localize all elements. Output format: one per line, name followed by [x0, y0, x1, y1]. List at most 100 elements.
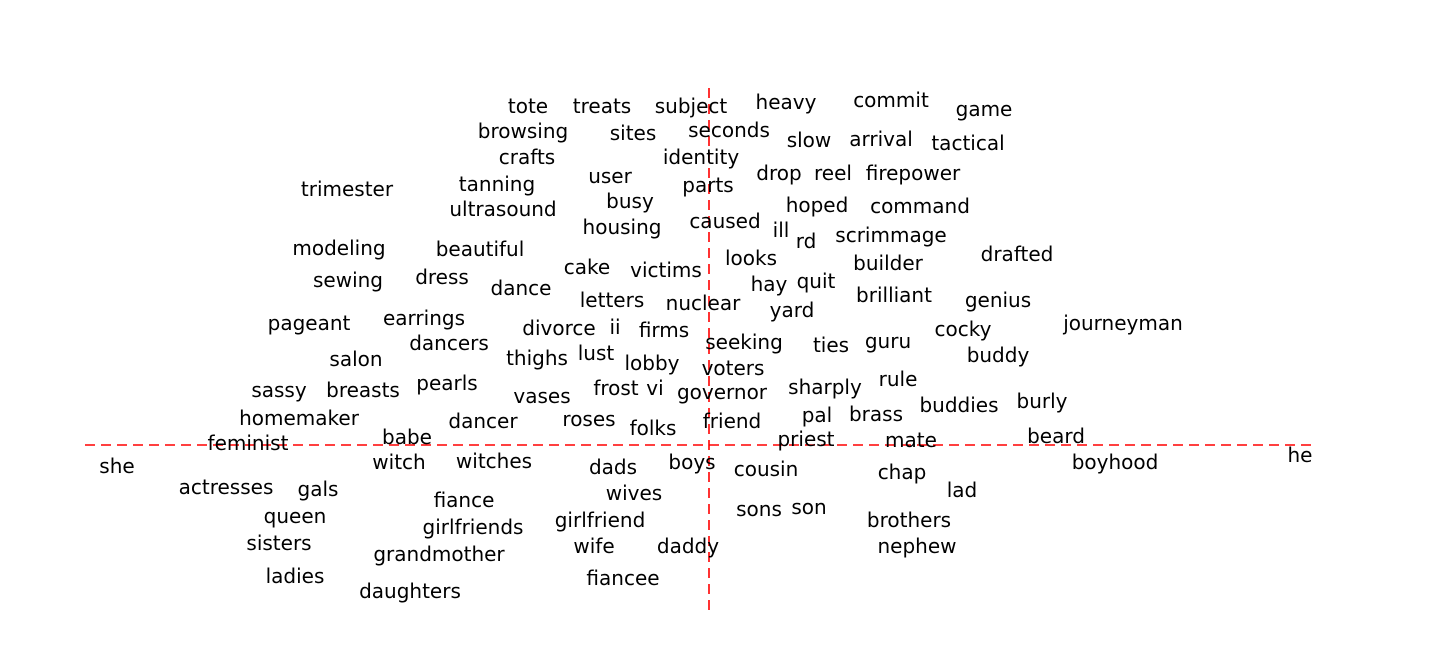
word-label-seconds: seconds	[688, 118, 770, 142]
word-label-daddy: daddy	[657, 534, 719, 558]
word-label-priest: priest	[777, 427, 834, 451]
word-label-fiance: fiance	[434, 488, 495, 512]
word-label-hay: hay	[751, 272, 788, 296]
word-label-genius: genius	[965, 288, 1031, 312]
word-label-sons: sons	[736, 497, 782, 521]
word-label-witches: witches	[456, 449, 532, 473]
word-label-brass: brass	[849, 402, 903, 426]
word-label-journeyman: journeyman	[1062, 311, 1183, 335]
word-label-caused: caused	[689, 209, 760, 233]
word-label-governor: governor	[677, 380, 768, 404]
word-label-witch: witch	[372, 450, 425, 474]
word-label-treats: treats	[573, 94, 631, 118]
word-label-tanning: tanning	[459, 172, 535, 196]
word-label-friend: friend	[703, 409, 762, 433]
word-label-lad: lad	[947, 478, 978, 502]
word-label-tactical: tactical	[931, 131, 1004, 155]
word-label-chap: chap	[878, 460, 927, 484]
word-label-command: command	[870, 194, 970, 218]
word-label-fiancee: fiancee	[586, 566, 659, 590]
word-label-drop: drop	[756, 161, 801, 185]
word-label-crafts: crafts	[499, 145, 555, 169]
word-label-drafted: drafted	[981, 242, 1054, 266]
word-label-dads: dads	[589, 455, 637, 479]
word-label-trimester: trimester	[301, 177, 394, 201]
word-label-frost: frost	[593, 376, 638, 400]
word-label-buddy: buddy	[967, 343, 1030, 367]
word-label-folks: folks	[630, 416, 677, 440]
word-label-feminist: feminist	[208, 431, 289, 455]
word-label-sewing: sewing	[313, 268, 383, 292]
word-label-victims: victims	[630, 258, 702, 282]
word-label-game: game	[956, 97, 1013, 121]
word-label-tote: tote	[508, 94, 548, 118]
word-label-wife: wife	[573, 534, 614, 558]
word-label-homemaker: homemaker	[239, 406, 360, 430]
word-label-seeking: seeking	[705, 330, 783, 354]
word-label-pageant: pageant	[268, 311, 351, 335]
word-label-he: he	[1288, 443, 1313, 467]
word-label-son: son	[791, 495, 826, 519]
word-label-firms: firms	[639, 318, 689, 342]
word-label-yard: yard	[770, 298, 815, 322]
word-label-sassy: sassy	[251, 378, 307, 402]
word-label-commit: commit	[853, 88, 929, 112]
word-label-browsing: browsing	[478, 119, 568, 143]
word-label-boys: boys	[668, 450, 715, 474]
word-label-brilliant: brilliant	[856, 283, 932, 307]
word-label-burly: burly	[1017, 389, 1068, 413]
word-label-beautiful: beautiful	[436, 237, 525, 261]
word-label-beard: beard	[1027, 424, 1085, 448]
word-label-girlfriend: girlfriend	[555, 508, 646, 532]
word-label-vases: vases	[513, 384, 570, 408]
word-label-cocky: cocky	[935, 317, 992, 341]
word-label-parts: parts	[682, 173, 733, 197]
word-label-actresses: actresses	[179, 475, 274, 499]
word-label-babe: babe	[382, 425, 432, 449]
word-label-quit: quit	[797, 269, 836, 293]
word-label-mate: mate	[885, 428, 937, 452]
word-label-grandmother: grandmother	[373, 542, 505, 566]
word-label-sisters: sisters	[246, 531, 311, 555]
word-label-thighs: thighs	[506, 346, 568, 370]
word-label-subject: subject	[655, 94, 728, 118]
word-label-cousin: cousin	[734, 457, 799, 481]
word-label-sites: sites	[610, 121, 657, 145]
word-label-earrings: earrings	[383, 306, 465, 330]
word-label-vi: vi	[646, 376, 663, 400]
word-label-buddies: buddies	[919, 393, 998, 417]
word-label-brothers: brothers	[867, 508, 951, 532]
word-label-rule: rule	[879, 367, 918, 391]
word-label-ladies: ladies	[266, 564, 325, 588]
word-label-pearls: pearls	[416, 371, 477, 395]
word-label-wives: wives	[606, 481, 662, 505]
word-label-breasts: breasts	[326, 378, 400, 402]
word-label-slow: slow	[787, 128, 832, 152]
word-label-nuclear: nuclear	[666, 291, 741, 315]
word-label-ii: ii	[609, 315, 620, 339]
word-label-she: she	[99, 454, 134, 478]
word-label-boyhood: boyhood	[1072, 450, 1159, 474]
word-label-reel: reel	[814, 161, 852, 185]
word-label-gals: gals	[298, 477, 339, 501]
word-label-girlfriends: girlfriends	[423, 515, 524, 539]
word-label-heavy: heavy	[756, 90, 817, 114]
word-label-user: user	[588, 164, 632, 188]
word-label-housing: housing	[583, 215, 662, 239]
word-label-daughters: daughters	[359, 579, 461, 603]
word-label-hoped: hoped	[786, 193, 849, 217]
word-label-ultrasound: ultrasound	[449, 197, 556, 221]
word-label-scrimmage: scrimmage	[835, 223, 946, 247]
word-label-dance: dance	[491, 276, 552, 300]
word-label-roses: roses	[562, 407, 615, 431]
word-label-lobby: lobby	[624, 351, 679, 375]
word-label-queen: queen	[264, 504, 327, 528]
word-label-letters: letters	[580, 288, 645, 312]
word-label-cake: cake	[564, 255, 610, 279]
word-label-arrival: arrival	[849, 127, 913, 151]
word-label-rd: rd	[796, 229, 817, 253]
word-label-dancers: dancers	[409, 331, 489, 355]
word-label-divorce: divorce	[522, 316, 595, 340]
word-label-guru: guru	[865, 329, 911, 353]
